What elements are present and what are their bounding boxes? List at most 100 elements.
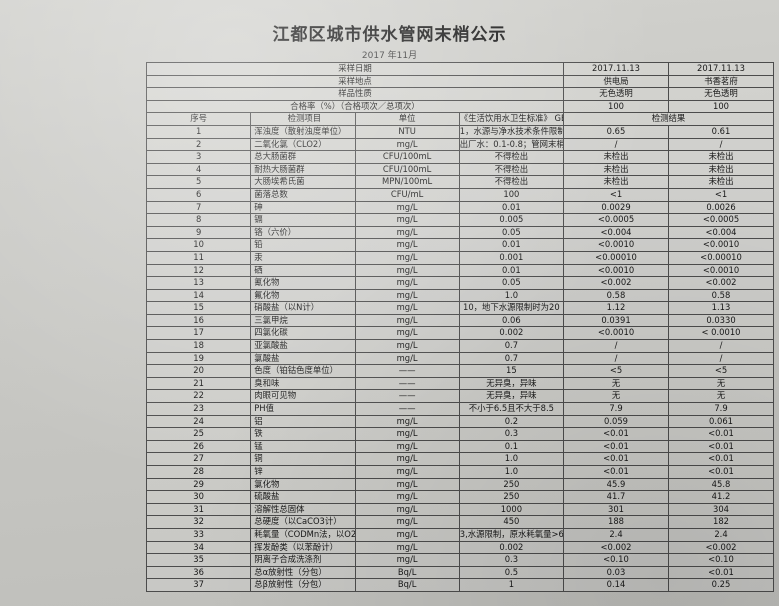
cell-item: 氯化物 [250, 477, 356, 492]
cell-result-2: <0.002 [668, 276, 774, 290]
meta-row-pass-rate: 合格率（%）（合格项次／总项次） 100 100 [146, 99, 774, 114]
cell-no: 13 [145, 276, 252, 290]
cell-no: 16 [145, 313, 252, 328]
cell-item: 臭和味 [250, 376, 356, 391]
cell-item: 浑浊度（散射浊度单位） [250, 124, 356, 139]
cell-result-2: / [668, 339, 774, 353]
table-row: 32 总硬度（以CaCO3计） mg/L 450 188 182 [145, 515, 774, 529]
cell-result-2: <0.00010 [668, 250, 774, 265]
column-header-unit: 单位 [354, 112, 460, 126]
cell-unit: mg/L [354, 276, 460, 290]
meta-value-2: 100 [668, 99, 774, 114]
cell-item: 氟化物 [250, 288, 356, 303]
cell-result-2: <0.10 [668, 553, 774, 567]
table-row: 12 硒 mg/L 0.01 <0.0010 <0.0010 [145, 263, 774, 278]
cell-unit: CFU/100mL [354, 162, 460, 177]
meta-value-1: 2017.11.13 [563, 62, 669, 76]
cell-result-1: <0.01 [563, 452, 669, 466]
table-row: 22 肉眼可见物 —— 无异臭，异味无无 [145, 389, 774, 404]
cell-result-1: 7.9 [563, 402, 669, 416]
cell-no: 35 [145, 553, 252, 567]
cell-unit: mg/L [354, 490, 460, 504]
cell-result-1: <0.10 [563, 553, 669, 567]
cell-result-1: 0.03 [563, 565, 669, 580]
cell-unit: mg/L [354, 515, 460, 529]
table-row: 16 三氯甲烷 mg/L 0.06 0.0391 0.0330 [145, 313, 774, 328]
cell-result-1: 0.0029 [563, 200, 669, 215]
meta-row-sample-property: 样品性质 无色透明 无色透明 [146, 87, 774, 101]
cell-result-2: 无 [668, 376, 774, 391]
cell-standard: 1 [458, 578, 565, 592]
cell-result-1: <0.0005 [563, 213, 669, 227]
cell-result-1: <0.0010 [563, 263, 669, 278]
cell-result-2: 0.0026 [668, 200, 774, 215]
cell-result-1: 41.7 [563, 490, 669, 504]
cell-item: 铁 [250, 427, 356, 441]
table-row: 3 总大肠菌群 CFU/100mL 不得检出 未检出 未检出 [145, 150, 774, 164]
cell-unit: NTU [354, 124, 460, 139]
cell-unit: —— [354, 376, 460, 391]
cell-standard: 0.05 [458, 225, 565, 240]
cell-result-2: 无 [668, 389, 774, 404]
cell-result-1: <0.01 [563, 439, 669, 454]
cell-result-2: <0.01 [668, 565, 774, 580]
water-quality-table-wrap: 采样日期 2017.11.13 2017.11.13 采样地点 供电局 书香茗府… [145, 62, 774, 592]
page-subtitle: 2017 年11月 [361, 51, 418, 61]
cell-no: 33 [145, 527, 252, 542]
cell-result-1: <0.00010 [563, 250, 669, 265]
cell-item: 阴离子合成洗涤剂 [250, 553, 356, 567]
cell-no: 6 [145, 187, 252, 202]
cell-item: 总硬度（以CaCO3计） [250, 515, 356, 529]
cell-unit: mg/L [354, 414, 460, 429]
cell-item: 菌落总数 [250, 187, 356, 202]
cell-unit: CFU/mL [354, 187, 460, 202]
cell-standard: 0.001 [458, 250, 565, 265]
cell-no: 24 [145, 414, 252, 429]
cell-result-2: 2.4 [668, 527, 774, 542]
cell-standard: 0.3 [458, 553, 565, 567]
cell-standard: 0.5 [458, 565, 565, 580]
cell-result-2: 45.8 [668, 477, 774, 492]
cell-no: 30 [145, 490, 252, 504]
cell-unit: mg/L [354, 351, 460, 366]
cell-item: 溶解性总固体 [250, 502, 356, 517]
cell-no: 2 [145, 137, 252, 152]
cell-no: 1 [145, 124, 252, 139]
cell-no: 34 [145, 540, 252, 555]
cell-standard: 0.7 [458, 339, 565, 353]
cell-result-1: 0.14 [563, 578, 669, 592]
cell-result-1: 未检出 [563, 175, 669, 189]
cell-standard: 不小于6.5且不大于8.5 [458, 402, 565, 416]
cell-standard: 无异臭，异味 [458, 389, 565, 404]
table-row: 28 锌 mg/L 1.0 <0.01 <0.01 [145, 465, 774, 479]
table-row: 14 氟化物 mg/L 1.0 0.58 0.58 [145, 288, 774, 303]
table-row: 13 氰化物 mg/L 0.05 <0.002 <0.002 [145, 276, 774, 290]
cell-no: 29 [145, 477, 252, 492]
cell-result-2: 1.13 [668, 301, 774, 315]
cell-unit: mg/L [354, 477, 460, 492]
cell-item: 亚氯酸盐 [250, 339, 356, 353]
cell-item: 铬（六价） [250, 225, 356, 240]
table-row: 26 锰 mg/L 0.1 <0.01 <0.01 [145, 439, 774, 454]
cell-no: 32 [145, 515, 252, 529]
water-quality-table: 采样日期 2017.11.13 2017.11.13 采样地点 供电局 书香茗府… [145, 62, 774, 592]
cell-result-1: <0.002 [563, 540, 669, 555]
cell-unit: mg/L [354, 452, 460, 466]
cell-result-2: <0.01 [668, 439, 774, 454]
cell-result-2: <0.01 [668, 452, 774, 466]
cell-unit: mg/L [354, 339, 460, 353]
table-row: 29 氯化物 mg/L 250 45.9 45.8 [145, 477, 774, 492]
column-header-no: 序号 [145, 112, 252, 126]
cell-no: 18 [145, 339, 252, 353]
meta-label: 样品性质 [146, 87, 564, 101]
table-row: 23 PH值 —— 不小于6.5且不大于8.5 7.9 7.9 [145, 402, 774, 416]
cell-result-1: <0.0010 [563, 238, 669, 252]
cell-standard: 15 [458, 364, 565, 378]
table-row: 18 亚氯酸盐 mg/L 0.7// [145, 339, 774, 353]
cell-result-2: / [668, 351, 774, 366]
cell-unit: mg/L [354, 540, 460, 555]
meta-value-1: 100 [563, 99, 669, 114]
cell-unit: mg/L [354, 250, 460, 265]
table-row: 4 耐热大肠菌群 CFU/100mL 不得检出 未检出 未检出 [145, 162, 774, 177]
cell-result-1: / [563, 339, 669, 353]
